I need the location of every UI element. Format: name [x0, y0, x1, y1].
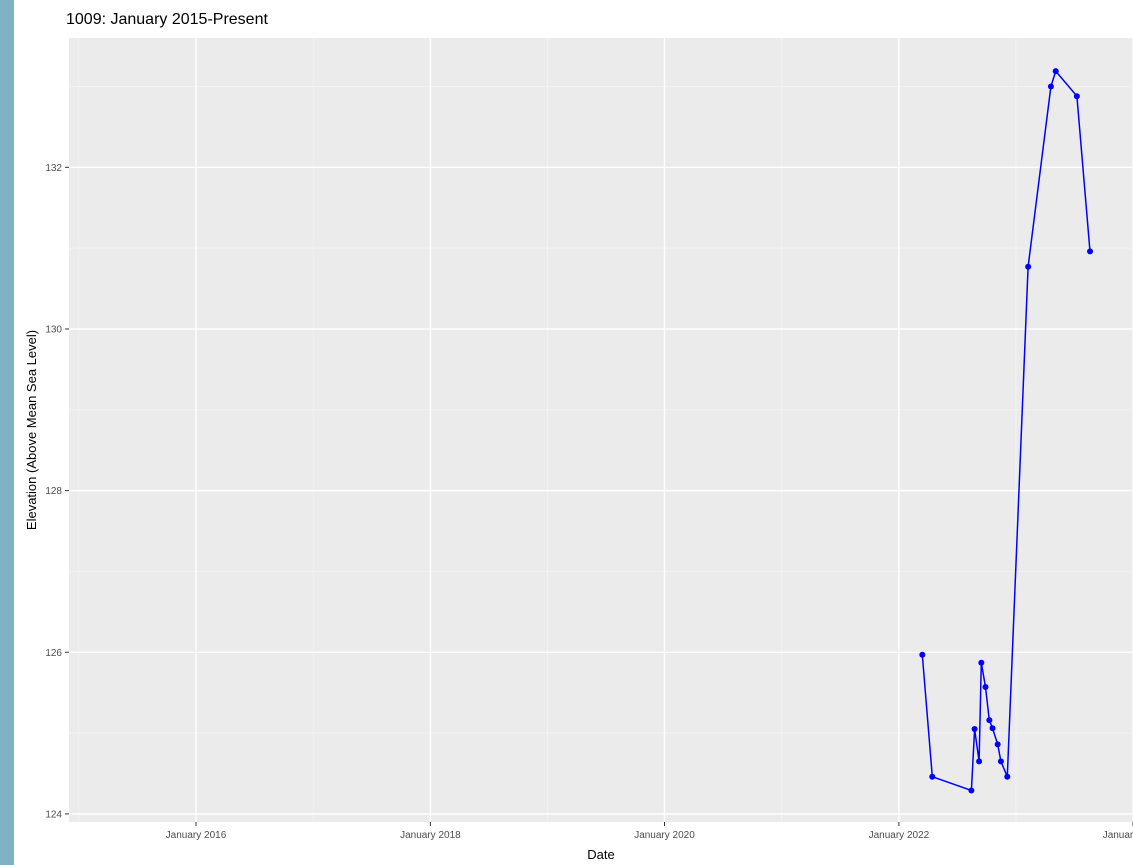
x-tick-label: January 2024: [1103, 830, 1133, 841]
chart-title: 1009: January 2015-Present: [66, 11, 268, 28]
data-point: [997, 758, 1004, 765]
data-point: [976, 758, 983, 765]
data-point: [1047, 83, 1054, 90]
x-tick-label: January 2022: [869, 830, 930, 841]
plot-background: [69, 38, 1133, 822]
x-tick-label: January 2016: [166, 830, 227, 841]
y-tick-label: 132: [45, 163, 62, 174]
data-point: [1073, 93, 1080, 100]
data-point: [982, 684, 989, 691]
chart-svg: 1009: January 2015-Present January 2016 J…: [24, 11, 1133, 862]
x-tick-label: January 2018: [400, 830, 461, 841]
data-point: [1025, 263, 1032, 270]
grid: [69, 38, 1133, 822]
data-point: [1052, 68, 1059, 75]
chart-panel: 1009: January 2015-Present January 2016 J…: [14, 0, 1133, 865]
y-tick-label: 126: [45, 648, 62, 659]
y-axis-title: Elevation (Above Mean Sea Level): [24, 330, 39, 530]
data-point: [968, 787, 975, 794]
data-point: [978, 659, 985, 666]
x-axis-title: Date: [587, 847, 614, 862]
y-tick-label: 124: [45, 809, 62, 820]
y-tick-label: 128: [45, 486, 62, 497]
data-point: [989, 725, 996, 732]
axis-ticks: January 2016 January 2018 January 2020 Janu…: [45, 163, 1133, 841]
data-point: [971, 726, 978, 733]
x-tick-label: January 2020: [634, 830, 695, 841]
y-tick-label: 130: [45, 324, 62, 335]
data-point: [986, 717, 993, 724]
data-point: [1087, 248, 1094, 255]
data-point: [994, 741, 1001, 748]
data-point: [929, 773, 936, 780]
data-point: [919, 651, 926, 658]
data-point: [1004, 773, 1011, 780]
series-layer: [919, 68, 1094, 794]
